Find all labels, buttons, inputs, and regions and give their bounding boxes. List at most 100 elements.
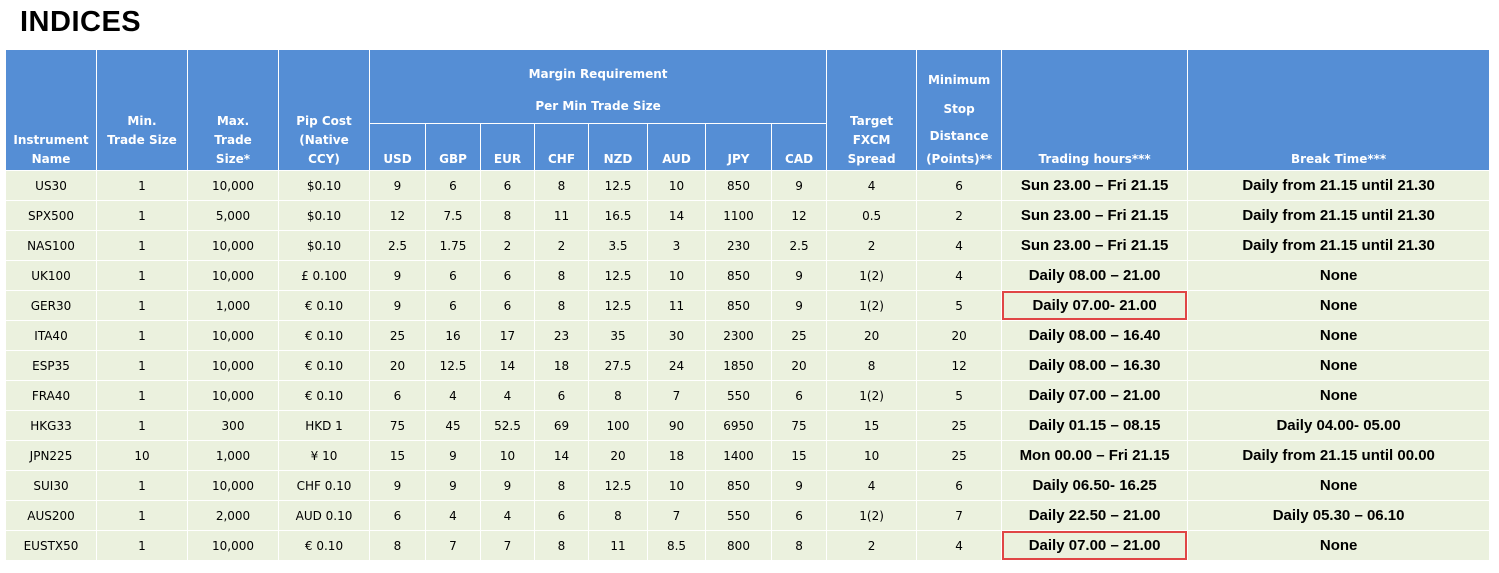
table-row: UK100 1 10,000 £ 0.100 9 6 6 8 12.5 10 850 9 1(2) 4 Da… bbox=[5, 260, 1491, 291]
cell-pip-cost: $0.10 bbox=[278, 170, 370, 201]
cell-trading-hours: Daily 22.50 – 21.00 bbox=[1001, 500, 1189, 531]
cell-margin-nzd: 8 bbox=[588, 380, 648, 411]
header-currency-cad: CAD bbox=[770, 123, 828, 171]
table-row: US30 1 10,000 $0.10 9 6 6 8 12.5 10 850 9 4 6 Sun 23.0… bbox=[5, 170, 1491, 201]
cell-min-stop-distance: 5 bbox=[916, 290, 1003, 321]
cell-margin-usd: 20 bbox=[369, 350, 426, 381]
cell-min-stop-distance: 4 bbox=[916, 230, 1003, 261]
cell-max-trade-size: 1,000 bbox=[187, 440, 279, 471]
cell-margin-usd: 12 bbox=[369, 200, 426, 231]
cell-target-spread: 1(2) bbox=[826, 380, 918, 411]
cell-pip-cost: € 0.10 bbox=[278, 380, 370, 411]
cell-target-spread: 2 bbox=[826, 530, 918, 561]
cell-margin-aud: 11 bbox=[647, 290, 706, 321]
cell-margin-aud: 14 bbox=[647, 200, 706, 231]
cell-margin-chf: 8 bbox=[534, 290, 589, 321]
cell-break-time: Daily 04.00- 05.00 bbox=[1187, 410, 1491, 441]
cell-margin-gbp: 4 bbox=[425, 500, 481, 531]
cell-margin-chf: 2 bbox=[534, 230, 589, 261]
cell-margin-usd: 9 bbox=[369, 260, 426, 291]
cell-break-time: Daily 05.30 – 06.10 bbox=[1187, 500, 1491, 531]
cell-margin-jpy: 850 bbox=[705, 470, 772, 501]
cell-margin-aud: 10 bbox=[647, 470, 706, 501]
cell-trading-hours: Mon 00.00 – Fri 21.15 bbox=[1001, 440, 1189, 471]
cell-margin-cad: 20 bbox=[770, 350, 828, 381]
cell-margin-aud: 18 bbox=[647, 440, 706, 471]
cell-trading-hours: Daily 06.50- 16.25 bbox=[1001, 470, 1189, 501]
cell-min-trade-size: 1 bbox=[96, 200, 188, 231]
cell-margin-nzd: 16.5 bbox=[588, 200, 648, 231]
cell-margin-eur: 4 bbox=[480, 380, 535, 411]
cell-min-trade-size: 1 bbox=[96, 380, 188, 411]
cell-margin-chf: 14 bbox=[534, 440, 589, 471]
cell-margin-gbp: 12.5 bbox=[425, 350, 481, 381]
cell-max-trade-size: 10,000 bbox=[187, 260, 279, 291]
cell-break-time: None bbox=[1187, 530, 1491, 561]
cell-margin-aud: 8.5 bbox=[647, 530, 706, 561]
cell-pip-cost: € 0.10 bbox=[278, 530, 370, 561]
cell-pip-cost: € 0.10 bbox=[278, 290, 370, 321]
cell-margin-gbp: 6 bbox=[425, 170, 481, 201]
cell-margin-jpy: 1850 bbox=[705, 350, 772, 381]
cell-margin-eur: 6 bbox=[480, 290, 535, 321]
cell-margin-eur: 2 bbox=[480, 230, 535, 261]
cell-trading-hours: Daily 07.00 – 21.00 bbox=[1001, 530, 1189, 561]
cell-margin-chf: 8 bbox=[534, 530, 589, 561]
cell-trading-hours: Daily 08.00 – 16.40 bbox=[1001, 320, 1189, 351]
cell-max-trade-size: 300 bbox=[187, 410, 279, 441]
cell-break-time: None bbox=[1187, 290, 1491, 321]
cell-margin-jpy: 800 bbox=[705, 530, 772, 561]
cell-margin-nzd: 3.5 bbox=[588, 230, 648, 261]
cell-instrument-name: HKG33 bbox=[5, 410, 97, 441]
cell-margin-cad: 9 bbox=[770, 290, 828, 321]
cell-min-stop-distance: 4 bbox=[916, 530, 1003, 561]
cell-target-spread: 4 bbox=[826, 470, 918, 501]
cell-pip-cost: $0.10 bbox=[278, 230, 370, 261]
table-row: FRA40 1 10,000 € 0.10 6 4 4 6 8 7 550 6 1(2) 5 Daily 0… bbox=[5, 380, 1491, 411]
table-row: ESP35 1 10,000 € 0.10 20 12.5 14 18 27.5 24 1850 20… bbox=[5, 350, 1491, 381]
cell-margin-aud: 24 bbox=[647, 350, 706, 381]
table-row: HKG33 1 300 HKD 1 75 45 52.5 69 100 90 6950 75 15 25 D… bbox=[5, 410, 1491, 441]
cell-target-spread: 0.5 bbox=[826, 200, 918, 231]
cell-pip-cost: € 0.10 bbox=[278, 320, 370, 351]
table-row: NAS100 1 10,000 $0.10 2.5 1.75 2 2 3.5 3 230 2.5 2 4 S… bbox=[5, 230, 1491, 261]
table-body: US30 1 10,000 $0.10 9 6 6 8 12.5 10 850 9 4 6 Sun 23.0… bbox=[5, 170, 1491, 561]
cell-min-stop-distance: 4 bbox=[916, 260, 1003, 291]
cell-margin-usd: 9 bbox=[369, 170, 426, 201]
cell-margin-eur: 7 bbox=[480, 530, 535, 561]
cell-margin-chf: 8 bbox=[534, 260, 589, 291]
cell-instrument-name: ITA40 bbox=[5, 320, 97, 351]
cell-margin-usd: 9 bbox=[369, 290, 426, 321]
cell-min-stop-distance: 12 bbox=[916, 350, 1003, 381]
cell-min-trade-size: 1 bbox=[96, 320, 188, 351]
cell-min-trade-size: 1 bbox=[96, 260, 188, 291]
cell-pip-cost: AUD 0.10 bbox=[278, 500, 370, 531]
header-target-spread: Target FXCM Spread bbox=[826, 49, 918, 171]
cell-margin-chf: 6 bbox=[534, 380, 589, 411]
cell-margin-chf: 8 bbox=[534, 170, 589, 201]
cell-min-stop-distance: 7 bbox=[916, 500, 1003, 531]
header-currency-aud: AUD bbox=[647, 123, 706, 171]
cell-trading-hours: Daily 08.00 – 16.30 bbox=[1001, 350, 1189, 381]
cell-margin-gbp: 4 bbox=[425, 380, 481, 411]
cell-margin-eur: 6 bbox=[480, 170, 535, 201]
header-pip-cost: Pip Cost (Native CCY) bbox=[278, 49, 370, 171]
cell-min-stop-distance: 20 bbox=[916, 320, 1003, 351]
cell-instrument-name: US30 bbox=[5, 170, 97, 201]
cell-margin-eur: 4 bbox=[480, 500, 535, 531]
cell-min-stop-distance: 5 bbox=[916, 380, 1003, 411]
cell-min-trade-size: 1 bbox=[96, 470, 188, 501]
table-row: ITA40 1 10,000 € 0.10 25 16 17 23 35 30 2300 25 20 20… bbox=[5, 320, 1491, 351]
cell-target-spread: 2 bbox=[826, 230, 918, 261]
cell-margin-jpy: 850 bbox=[705, 260, 772, 291]
cell-margin-aud: 30 bbox=[647, 320, 706, 351]
cell-min-trade-size: 1 bbox=[96, 410, 188, 441]
cell-margin-eur: 9 bbox=[480, 470, 535, 501]
header-currency-jpy: JPY bbox=[705, 123, 772, 171]
cell-margin-aud: 90 bbox=[647, 410, 706, 441]
table-row: SPX500 1 5,000 $0.10 12 7.5 8 11 16.5 14 1100 12 0.5… bbox=[5, 200, 1491, 231]
cell-margin-jpy: 1100 bbox=[705, 200, 772, 231]
table-row: GER30 1 1,000 € 0.10 9 6 6 8 12.5 11 850 9 1(2) 5 Dail… bbox=[5, 290, 1491, 321]
header-min-trade-size: Min.Trade Size​ bbox=[96, 49, 188, 171]
